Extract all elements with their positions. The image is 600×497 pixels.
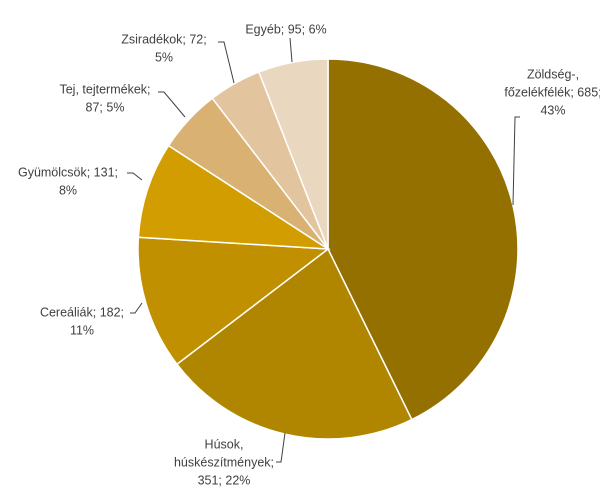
pie-slice — [257, 58, 329, 250]
leader-line — [512, 116, 520, 206]
leader-line — [289, 37, 293, 63]
data-label: 43% — [540, 103, 565, 117]
pie-slice — [137, 144, 331, 250]
leader-line — [127, 172, 143, 181]
data-label: 351; 22% — [198, 473, 251, 487]
slices — [137, 58, 519, 440]
data-label: 8% — [59, 183, 77, 197]
data-label: 87; 5% — [86, 100, 125, 114]
data-label: Zöldség-, — [527, 67, 579, 81]
leader-lines — [127, 37, 520, 463]
data-label: Zsiradékok; 72; — [121, 32, 206, 46]
data-label: Tej, tejtermékek; — [59, 82, 150, 96]
data-label: 11% — [70, 323, 94, 337]
data-label: Cereáliák; 182; — [40, 305, 124, 319]
leader-line — [218, 41, 235, 84]
data-label: 5% — [155, 50, 173, 64]
leader-line — [130, 302, 143, 314]
data-label: Húsok, — [205, 437, 244, 451]
data-label: Gyümölcsök; 131; — [18, 165, 118, 179]
data-label: főzelékfélék; 685; — [504, 85, 600, 99]
leader-line — [158, 91, 186, 118]
data-label: húskészítmények; — [174, 455, 274, 469]
pie-slice — [137, 236, 331, 366]
data-label: Egyéb; 95; 6% — [245, 22, 326, 36]
pie-slice — [327, 58, 519, 421]
leader-line — [276, 432, 286, 463]
